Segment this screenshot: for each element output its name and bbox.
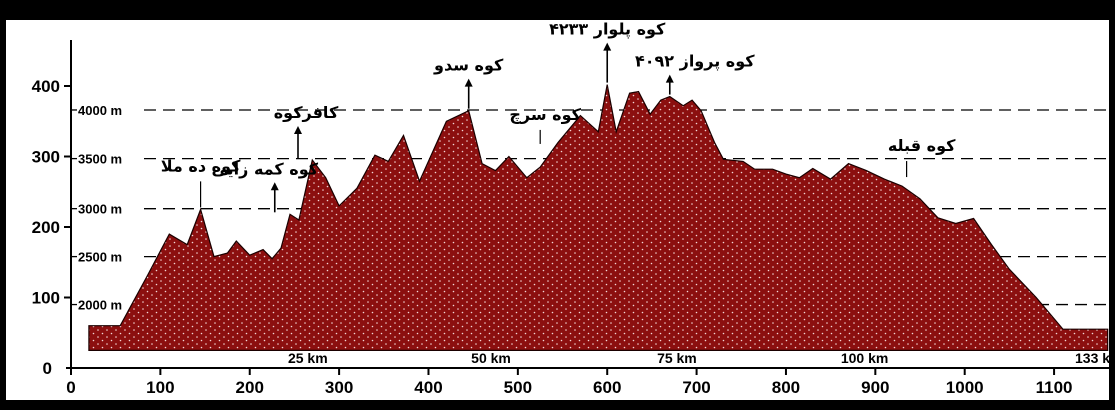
elevation-line-label: 3000 m bbox=[78, 202, 122, 217]
x-tick-label: 500 bbox=[504, 378, 532, 397]
distance-label: 100 km bbox=[841, 350, 888, 366]
distance-label: 133 km bbox=[1075, 350, 1109, 366]
x-tick-label: 0 bbox=[66, 378, 75, 397]
y-tick-label: 100 bbox=[32, 289, 60, 308]
peak-label: کوه ده ملا bbox=[161, 156, 241, 175]
peak-label: کوه پلوار ۴۲۳۳ bbox=[549, 20, 666, 40]
elevation-line-label: 3500 m bbox=[78, 152, 122, 167]
y-tick-label: 200 bbox=[32, 218, 60, 237]
elevation-profile-chart: 2000 m 2500 m 3000 m 3500 m 4000 m 100 200 300 4… bbox=[32, 20, 1115, 397]
distance-label: 25 km bbox=[288, 350, 328, 366]
x-tick-label: 1000 bbox=[946, 378, 984, 397]
x-tick-label: 700 bbox=[682, 378, 710, 397]
y-tick-label: 400 bbox=[32, 77, 60, 96]
elevation-line-label: 4000 m bbox=[78, 103, 122, 118]
peak-arrow-head bbox=[665, 74, 674, 83]
peak-label: کافرکوه bbox=[274, 103, 339, 122]
x-tick-label: 800 bbox=[772, 378, 800, 397]
peak-arrow-head bbox=[293, 126, 302, 135]
x-tick-label: 900 bbox=[861, 378, 889, 397]
peak-label: کوه کمه زایی bbox=[211, 159, 318, 178]
x-tick-label: 200 bbox=[236, 378, 264, 397]
x-tick-label: 100 bbox=[146, 378, 174, 397]
x-tick-label: 600 bbox=[593, 378, 621, 397]
peak-arrow-head bbox=[270, 182, 279, 191]
peak-arrow-head bbox=[464, 78, 473, 87]
peak-label: کوه سدو bbox=[433, 56, 504, 75]
distance-label: 75 km bbox=[657, 350, 697, 366]
x-tick-label: 1100 bbox=[1036, 378, 1073, 397]
peak-label: کوه قبله bbox=[888, 136, 956, 155]
distance-label: 50 km bbox=[471, 350, 511, 366]
x-tick-label: 300 bbox=[325, 378, 353, 397]
elevation-line-label: 2500 m bbox=[78, 250, 122, 265]
peak-label: کوه سرچ bbox=[509, 105, 581, 124]
peak-label: کوه پرواز ۴۰۹۲ bbox=[635, 52, 755, 72]
y-tick-label: 300 bbox=[32, 148, 60, 167]
chart-plot-area: 2000 m 2500 m 3000 m 3500 m 4000 m 100 200 300 4… bbox=[6, 20, 1115, 400]
elevation-profile-area bbox=[88, 84, 1109, 351]
y-tick-label-zero: 0 bbox=[43, 359, 52, 378]
peak-arrow-head bbox=[603, 42, 612, 51]
x-tick-label: 400 bbox=[414, 378, 442, 397]
elevation-line-label: 2000 m bbox=[78, 298, 122, 313]
